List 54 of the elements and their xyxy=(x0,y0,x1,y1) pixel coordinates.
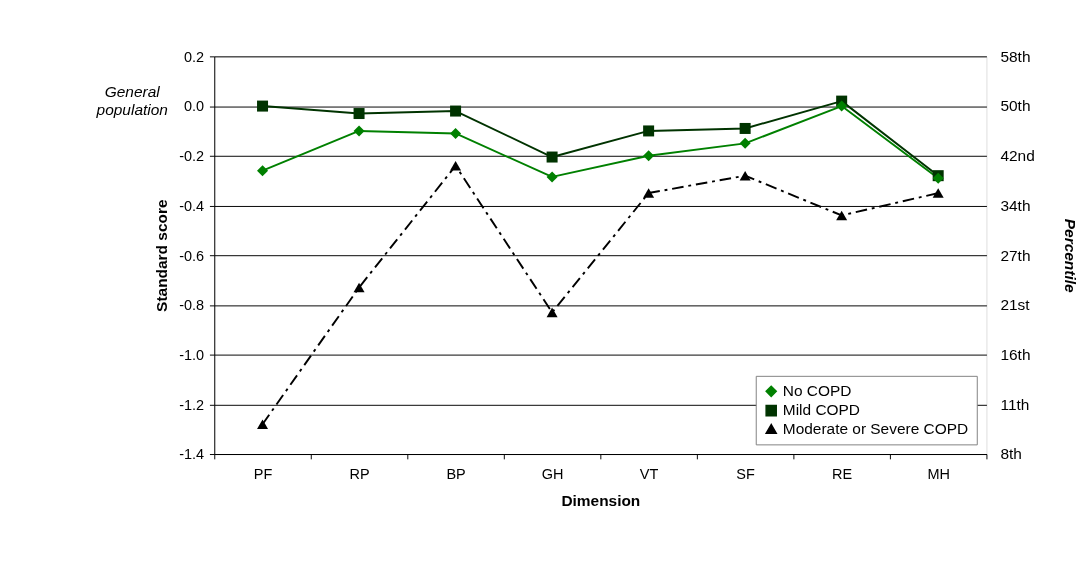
y-tick-label: 0.2 xyxy=(184,48,205,65)
x-tick-label: RE xyxy=(832,465,853,482)
point xyxy=(257,165,269,177)
x-tick-label: BP xyxy=(446,465,466,482)
point xyxy=(450,160,462,171)
point xyxy=(546,151,558,163)
point xyxy=(739,170,751,181)
y-tick-label: -0.2 xyxy=(179,148,205,165)
category-label: 8th xyxy=(1000,445,1022,463)
point xyxy=(546,171,558,183)
category-label: 34th xyxy=(1000,196,1031,214)
category-label: 27th xyxy=(1000,246,1031,264)
point xyxy=(546,307,558,318)
point xyxy=(643,125,655,137)
point xyxy=(739,122,751,134)
legend-label: Mild COPD xyxy=(782,401,860,419)
point xyxy=(643,188,655,198)
y2-axis-title: Percentile xyxy=(1061,218,1079,293)
category-label: 11th xyxy=(1000,395,1030,413)
x-tick-label: RP xyxy=(349,465,370,482)
y-tick-label: -1.0 xyxy=(179,346,205,363)
y-tick-label: 0.0 xyxy=(184,98,205,115)
point xyxy=(353,108,365,120)
point xyxy=(257,419,269,429)
x-tick-label: PF xyxy=(253,465,273,482)
x-tick-label: MH xyxy=(927,465,950,482)
text: General population xyxy=(95,83,168,118)
x-axis-title: Dimension xyxy=(561,491,641,509)
legend-label: No COPD xyxy=(782,382,852,400)
point xyxy=(643,150,655,162)
point xyxy=(353,282,365,293)
point xyxy=(836,100,848,112)
point xyxy=(739,137,751,149)
category-label: 42nd xyxy=(1000,147,1035,165)
legend-label: Moderate or Severe COPD xyxy=(782,419,969,437)
category-label: 21st xyxy=(1000,296,1030,314)
point xyxy=(450,127,462,139)
y-tick-label: -0.6 xyxy=(179,247,205,264)
point xyxy=(353,125,365,137)
point xyxy=(450,105,462,117)
point xyxy=(257,100,269,112)
point xyxy=(932,188,944,198)
y-tick-label: -1.2 xyxy=(179,396,205,413)
point xyxy=(836,210,848,221)
category-label: 16th xyxy=(1000,345,1031,363)
category-label: 58th xyxy=(1000,47,1031,65)
x-tick-label: SF xyxy=(736,465,756,482)
category-label: 50th xyxy=(1000,97,1031,115)
x-tick-label: VT xyxy=(639,465,659,482)
y-tick-label: -0.4 xyxy=(179,197,205,214)
y-tick-label: -1.4 xyxy=(179,446,205,463)
x-tick-label: GH xyxy=(541,465,564,482)
y-tick-label: -0.8 xyxy=(179,297,205,314)
y-axis-title: Standard score xyxy=(152,199,170,312)
